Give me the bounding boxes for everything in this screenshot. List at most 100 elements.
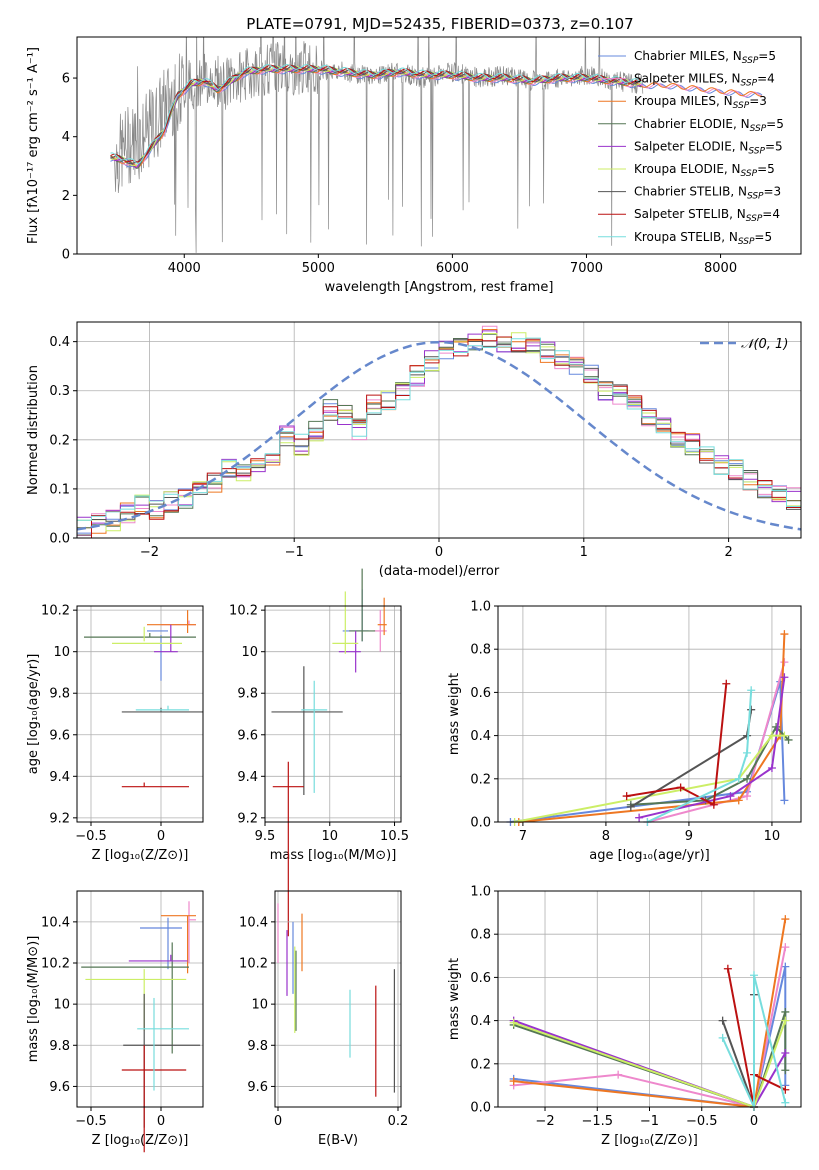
legend-nssp: =5 — [754, 230, 772, 244]
histogram-kroupa-stelib — [77, 337, 801, 538]
weight-marker — [784, 735, 793, 744]
weight-marker — [781, 962, 790, 971]
y-tick-label: 0.4 — [49, 335, 70, 350]
weight-marker — [723, 964, 732, 973]
x-tick-label: 0 — [435, 545, 443, 560]
y-tick-label: 0 — [62, 248, 70, 263]
weight-line-chabrier-miles — [510, 681, 786, 823]
y-axis-label: mass weight — [447, 958, 462, 1040]
y-tick-label: 10 — [251, 998, 268, 1013]
legend-subscript: SSP — [748, 146, 765, 156]
x-axis-label: Z [log₁₀(Z/Z⊙)] — [92, 1133, 189, 1148]
y-tick-label: 0.2 — [470, 772, 491, 787]
weight-marker — [747, 705, 756, 714]
y-tick-label: 9.6 — [237, 728, 258, 743]
weight-line-salpeter-miles — [513, 947, 787, 1109]
y-tick-label: 0.8 — [470, 643, 491, 658]
weight-marker — [781, 1066, 790, 1075]
spectrum-legend: Chabrier MILES, NSSP=5 Salpeter MILES, NS… — [598, 49, 784, 247]
y-tick-label: 9.8 — [237, 687, 258, 702]
errorbar-points — [277, 903, 395, 1097]
x-tick-label: 0 — [750, 1114, 758, 1129]
x-tick-label: 2 — [724, 545, 732, 560]
weight-marker — [781, 1016, 790, 1025]
weight-marker — [781, 1007, 790, 1016]
weight-marker — [718, 1016, 727, 1025]
x-axis-label: Z [log₁₀(Z/Z⊙)] — [92, 848, 189, 863]
x-tick-label: 8 — [602, 829, 610, 844]
x-tick-label: 4000 — [168, 261, 201, 276]
y-tick-label: 9.2 — [49, 811, 70, 826]
x-axis-label: age [log₁₀(age/yr)] — [589, 848, 710, 863]
weight-vs-Z-panel: −2 −1.5 −1 −0.5 0 0.0 0.2 0.4 0.6 0.8 1.0 Z [log₁₀(… — [447, 885, 802, 1148]
weight-marker — [743, 774, 752, 783]
y-tick-label: 9.2 — [237, 811, 258, 826]
y-tick-label: 0.0 — [470, 816, 491, 831]
y-tick-label: 2 — [62, 189, 70, 204]
weight-marker — [749, 971, 758, 980]
weight-line-kroupa-stelib — [646, 690, 753, 823]
weight-marker — [509, 1018, 518, 1027]
axes-frame — [76, 605, 204, 823]
x-tick-label: 7 — [519, 829, 527, 844]
errorbar-points — [81, 901, 201, 1153]
legend-subscript: SSP — [741, 79, 758, 89]
x-tick-label: −1.5 — [581, 1114, 613, 1129]
y-axis-label: mass [log₁₀(M/M⊙)] — [26, 936, 41, 1063]
weight-line-chabrier-stelib — [721, 994, 755, 1108]
weight-marker — [747, 686, 756, 695]
legend-entry: Salpeter MILES, NSSP=4 — [634, 72, 775, 89]
y-tick-label: 10.2 — [239, 957, 268, 972]
weight-marker — [734, 774, 743, 783]
legend-nssp: =5 — [766, 117, 784, 131]
y-tick-label: 1.0 — [470, 600, 491, 615]
y-tick-label: 10 — [241, 645, 258, 660]
errorbar-points — [271, 568, 387, 937]
x-tick-label: 0 — [157, 1114, 165, 1129]
age-vs-Z-panel: −0.5 0 9.2 9.4 9.6 9.8 10 10.2 Z [log₁₀(Z/Z⊙)] ag… — [26, 604, 204, 863]
mass-vs-ebv-panel: 0 0.2 9.6 9.8 10 10.2 10.4 E(B-V) — [239, 890, 408, 1148]
axes-frame — [497, 605, 802, 823]
weight-marker — [780, 673, 789, 682]
x-tick-label: 10 — [764, 829, 781, 844]
weight-marker — [780, 630, 789, 639]
weight-marker — [772, 722, 781, 731]
x-tick-label: 0 — [274, 1114, 282, 1129]
weight-marker — [722, 679, 731, 688]
observed-spectrum — [114, 37, 644, 253]
legend-nssp: =3 — [749, 94, 767, 108]
legend-entry: Salpeter ELODIE, NSSP=5 — [634, 139, 783, 156]
legend-entry: Chabrier MILES, NSSP=5 — [634, 49, 776, 66]
y-tick-label: 9.8 — [49, 1039, 70, 1054]
weight-marker — [622, 792, 631, 801]
y-tick-label: 9.4 — [237, 770, 258, 785]
residuals-plot-area — [77, 325, 801, 538]
legend-subscript: SSP — [750, 124, 767, 134]
legend-subscript: SSP — [747, 192, 764, 202]
x-axis-label: (data-model)/error — [379, 564, 500, 579]
weight-marker — [781, 1049, 790, 1057]
y-tick-label: 4 — [62, 130, 70, 145]
y-tick-label: 0.8 — [470, 928, 491, 943]
legend-nssp: =5 — [765, 139, 783, 153]
legend-nssp: =4 — [757, 72, 775, 86]
legend-entry: Salpeter STELIB, NSSP=4 — [634, 207, 780, 224]
model-spectrum-salpeter-stelib — [110, 64, 642, 163]
x-tick-label: 0 — [157, 829, 165, 844]
weight-marker — [743, 792, 752, 801]
weight-marker — [614, 1070, 623, 1079]
axes-frame — [76, 890, 204, 1108]
y-tick-label: 0.6 — [470, 971, 491, 986]
spectrum-plot-area — [110, 37, 763, 253]
legend-entry: Chabrier ELODIE, NSSP=5 — [634, 117, 784, 134]
weight-marker — [726, 792, 735, 801]
legend-nssp: =3 — [764, 185, 782, 199]
axes-frame — [497, 890, 802, 1108]
weight-marker — [780, 731, 789, 740]
y-tick-label: 0.1 — [49, 482, 70, 497]
x-tick-label: −0.5 — [75, 1114, 107, 1129]
y-tick-label: 9.8 — [49, 687, 70, 702]
weight-line-salpeter-stelib — [626, 683, 728, 807]
gaussian-curve — [77, 340, 801, 531]
weight-marker — [767, 764, 776, 772]
